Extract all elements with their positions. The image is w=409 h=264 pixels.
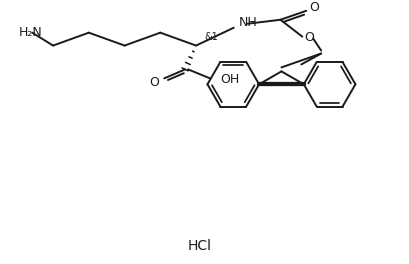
Text: O: O: [149, 76, 159, 89]
Text: HCl: HCl: [188, 239, 212, 253]
Text: O: O: [304, 31, 314, 44]
Text: H₂N: H₂N: [18, 26, 42, 39]
Text: NH: NH: [239, 16, 258, 29]
Text: O: O: [309, 1, 319, 14]
Text: &1: &1: [204, 32, 218, 42]
Text: OH: OH: [220, 73, 239, 86]
